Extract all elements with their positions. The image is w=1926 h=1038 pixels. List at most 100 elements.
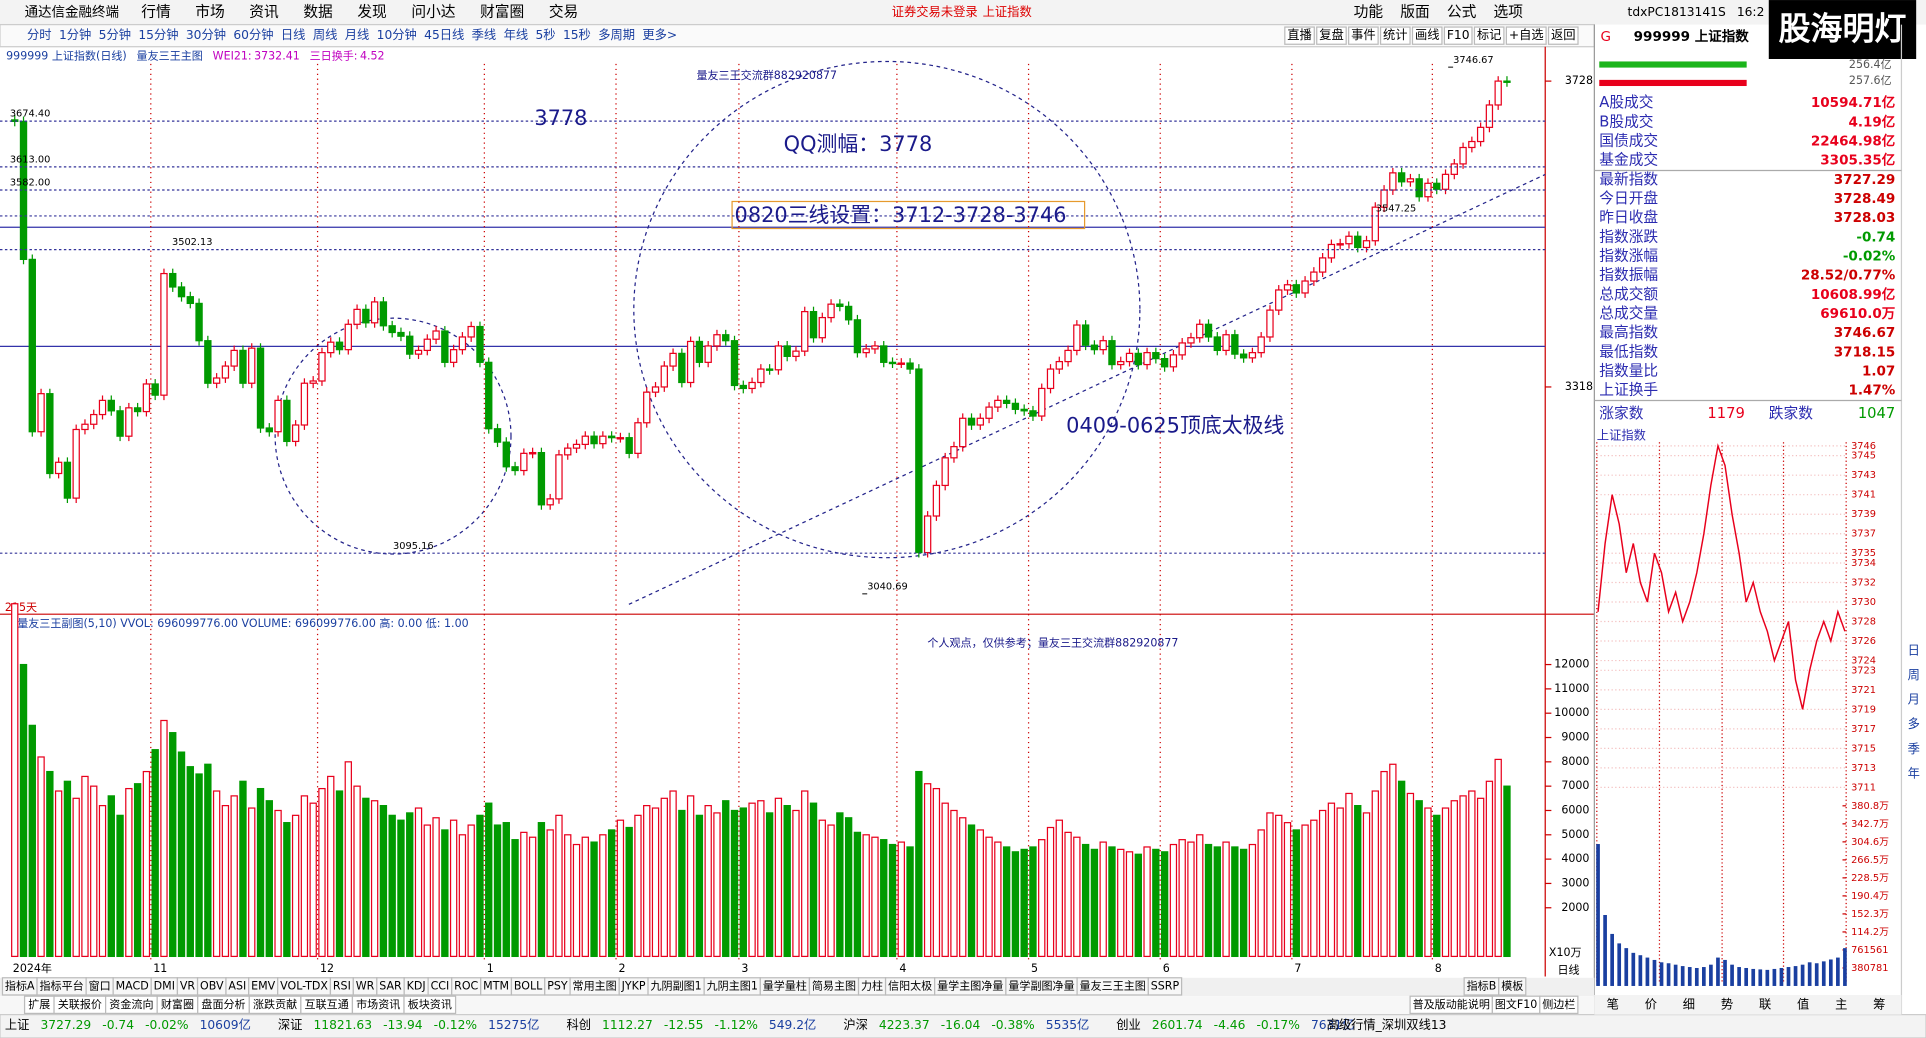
indicator-tab[interactable]: 量学量柱 — [763, 978, 807, 992]
period-button[interactable]: 周线 — [313, 28, 338, 42]
indicator-tab[interactable]: ROC — [454, 979, 478, 992]
indicator-tab[interactable]: WR — [356, 979, 375, 992]
indicator-tab[interactable]: 指标平台 — [39, 978, 83, 992]
ext-tab[interactable]: 扩展 — [28, 997, 50, 1011]
indicator-tab[interactable]: 量学副图净量 — [1008, 978, 1074, 992]
period-button[interactable]: 15分钟 — [138, 27, 178, 42]
menu-item[interactable]: 选项 — [1494, 3, 1524, 20]
quote-tab[interactable]: 势 — [1721, 997, 1733, 1011]
period-button[interactable]: 5秒 — [536, 28, 556, 42]
period-button[interactable]: 年线 — [504, 28, 529, 42]
sidebar-item[interactable]: 多 — [1908, 717, 1920, 731]
tab[interactable] — [1547, 26, 1579, 45]
indicator-tab[interactable]: SAR — [379, 979, 402, 992]
tab[interactable] — [1443, 26, 1473, 45]
menu-item[interactable]: 问小达 — [411, 3, 455, 20]
indicator-tab[interactable]: 九阴主图1 — [707, 979, 758, 992]
tab[interactable] — [1411, 26, 1443, 45]
menu-item[interactable]: 财富圈 — [480, 2, 524, 20]
period-button[interactable]: 45日线 — [424, 28, 464, 42]
indicator-tab[interactable]: 窗口 — [89, 978, 111, 992]
ext-tab[interactable]: 涨跌贡献 — [253, 997, 297, 1011]
indicator-tab[interactable]: ASI — [228, 979, 246, 992]
indicator-tab[interactable]: DMI — [154, 979, 175, 992]
indicator-tab[interactable]: 常用主图 — [573, 979, 617, 992]
menu-item[interactable]: 资讯 — [249, 3, 279, 20]
menu-item[interactable]: 数据 — [303, 3, 333, 20]
tab[interactable] — [1539, 995, 1579, 1015]
indicator-tab[interactable]: RSI — [333, 979, 351, 992]
tab[interactable] — [1147, 977, 1183, 996]
menu-item[interactable]: 版面 — [1400, 3, 1429, 20]
quote-tab[interactable]: 值 — [1797, 996, 1809, 1011]
period-button[interactable]: 分时 — [27, 28, 52, 42]
tab[interactable] — [1348, 26, 1379, 45]
ext-tab[interactable]: 互联互通 — [305, 998, 349, 1011]
quote-tab[interactable]: 细 — [1683, 997, 1695, 1011]
sidebar-item[interactable]: 月 — [1908, 693, 1920, 707]
menu-item[interactable]: 公式 — [1447, 3, 1477, 20]
ext-tab[interactable]: 市场资讯 — [356, 997, 400, 1011]
indicator-tab[interactable]: EMV — [251, 979, 276, 992]
tool-button[interactable]: 返回 — [1551, 28, 1576, 42]
tool-button[interactable]: F10 — [1447, 28, 1470, 42]
indicator-tab[interactable]: 量学主图净量 — [937, 978, 1003, 992]
indicator-tab[interactable]: 模板 — [1501, 978, 1523, 992]
quote-tab[interactable]: 联 — [1759, 997, 1771, 1011]
ext-tab[interactable]: 图文F10 — [1495, 997, 1538, 1011]
indicator-tab[interactable]: 信阳太极 — [888, 978, 932, 992]
period-button[interactable]: 10分钟 — [377, 27, 417, 42]
period-button[interactable]: 多周期 — [598, 28, 635, 42]
period-button[interactable]: 季线 — [472, 28, 497, 42]
indicator-tab[interactable]: SSRP — [1151, 979, 1180, 992]
quote-tab[interactable]: 价 — [1645, 997, 1657, 1011]
period-button[interactable]: 月线 — [345, 28, 370, 42]
indicator-tab[interactable]: CCI — [431, 979, 450, 992]
period-button[interactable]: 5分钟 — [99, 27, 131, 42]
period-button[interactable]: 更多> — [642, 28, 677, 42]
quote-tab[interactable]: 主 — [1835, 997, 1847, 1011]
tool-button[interactable]: 复盘 — [1319, 27, 1344, 42]
indicator-tab[interactable]: MACD — [116, 979, 149, 992]
indicator-tab[interactable]: JYKP — [621, 979, 646, 992]
indicator-tab[interactable]: 指标A — [5, 978, 35, 992]
period-button[interactable]: 60分钟 — [233, 27, 273, 42]
indicator-tab[interactable]: 力柱 — [861, 978, 883, 992]
tab[interactable] — [1379, 26, 1411, 45]
tool-button[interactable]: +自选 — [1509, 28, 1544, 42]
sidebar-item[interactable]: 周 — [1908, 668, 1920, 682]
tool-button[interactable]: 事件 — [1351, 28, 1376, 42]
sidebar-item[interactable]: 日 — [1908, 644, 1920, 658]
quote-tab[interactable]: 筹 — [1873, 997, 1885, 1011]
tool-button[interactable]: 标记 — [1477, 28, 1502, 42]
indicator-tab[interactable]: KDJ — [407, 979, 426, 992]
indicator-tab[interactable]: 指标B — [1467, 978, 1497, 992]
sidebar-item[interactable]: 年 — [1908, 766, 1920, 780]
tool-button[interactable]: 画线 — [1415, 28, 1440, 42]
indicator-tab[interactable]: 九阴副图1 — [650, 979, 701, 992]
indicator-tab[interactable]: 量友三王主图 — [1080, 978, 1146, 992]
menu-item[interactable]: 发现 — [357, 3, 387, 20]
period-button[interactable]: 15秒 — [563, 28, 591, 42]
indicator-tab[interactable]: OBV — [200, 979, 224, 992]
ext-tab[interactable]: 资金流向 — [109, 997, 153, 1011]
ext-tab[interactable]: 板块资讯 — [408, 997, 452, 1011]
tool-button[interactable]: 统计 — [1383, 28, 1408, 42]
menu-item[interactable]: 交易 — [549, 2, 578, 20]
indicator-tab[interactable]: 简易主图 — [812, 978, 856, 992]
menu-item[interactable]: 功能 — [1354, 3, 1384, 20]
sidebar-item[interactable]: 季 — [1908, 742, 1920, 756]
ext-tab[interactable]: 财富圈 — [161, 997, 194, 1011]
tab[interactable] — [403, 995, 457, 1015]
period-button[interactable]: 日线 — [281, 28, 306, 42]
period-button[interactable]: 1分钟 — [59, 27, 91, 42]
tab[interactable] — [1316, 26, 1347, 45]
tab[interactable] — [1473, 26, 1505, 45]
period-button[interactable]: 30分钟 — [186, 27, 226, 42]
ext-tab[interactable]: 侧边栏 — [1542, 997, 1575, 1011]
quote-tab[interactable]: 笔 — [1607, 996, 1619, 1011]
menu-item[interactable]: 市场 — [195, 3, 224, 20]
tab[interactable] — [1284, 26, 1315, 45]
indicator-tab[interactable]: VOL-TDX — [280, 979, 328, 992]
indicator-tab[interactable]: BOLL — [514, 979, 543, 992]
